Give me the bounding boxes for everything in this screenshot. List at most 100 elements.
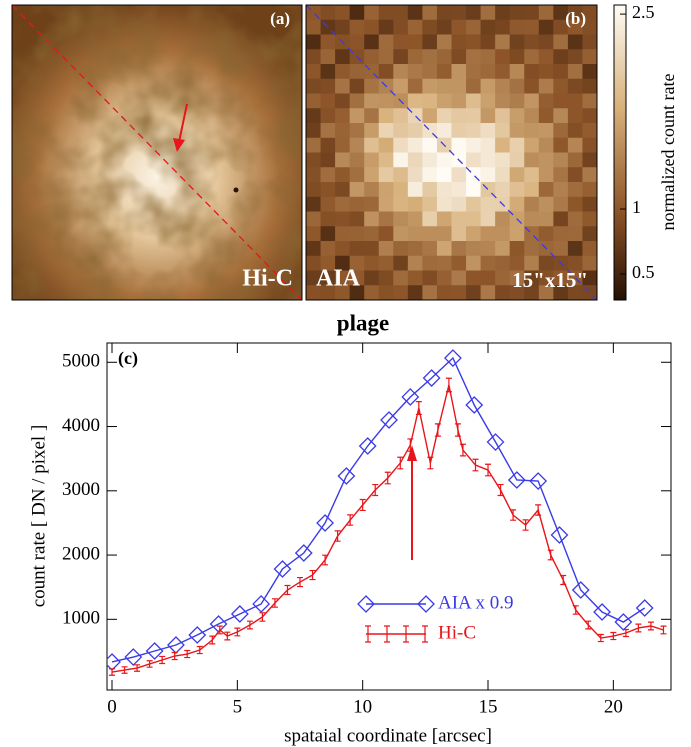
image-pixel — [349, 226, 365, 242]
image-pixel — [538, 78, 554, 95]
panel-label: (a) — [270, 9, 290, 28]
image-pixel — [436, 64, 453, 80]
legend-label: AIA x 0.9 — [438, 592, 513, 613]
image-pixel — [407, 211, 423, 227]
image-pixel — [422, 137, 438, 154]
image-pixel — [538, 64, 554, 80]
image-pixel — [349, 5, 365, 21]
image-pixel — [524, 137, 540, 154]
plot-area — [107, 349, 667, 676]
image-pixel — [553, 64, 569, 80]
data-point — [230, 605, 249, 623]
image-pixel — [393, 5, 409, 21]
chart-title: plage — [337, 310, 389, 335]
error-bar — [234, 627, 241, 637]
image-pixel — [306, 123, 322, 139]
image-pixel — [407, 64, 423, 80]
image-pixel — [480, 270, 496, 286]
data-point — [358, 437, 377, 455]
image-pixel — [466, 226, 482, 242]
image-pixel — [451, 5, 467, 21]
image-pixel — [509, 137, 525, 154]
data-point — [188, 626, 207, 644]
image-pixel — [451, 241, 467, 257]
error-bar — [359, 498, 366, 512]
image-pixel — [306, 226, 322, 242]
data-point — [316, 514, 334, 532]
image-pixel — [466, 285, 482, 300]
error-bar — [510, 509, 517, 521]
error-bar — [497, 483, 504, 497]
image-pixel — [393, 241, 409, 257]
image-pixel — [364, 241, 380, 257]
image-pixel — [349, 152, 365, 168]
image-pixel — [495, 19, 511, 36]
colorbar-tick-label: 2.5 — [632, 2, 655, 22]
image-pixel — [567, 211, 584, 227]
image-pixel — [509, 226, 525, 242]
image-pixel — [509, 270, 525, 286]
panel-label: (c) — [118, 348, 138, 369]
image-pixel — [320, 137, 336, 154]
image-pixel — [306, 34, 322, 50]
image-pixel — [524, 182, 540, 198]
image-pixel — [335, 255, 351, 272]
image-pixel — [335, 64, 351, 80]
image-pixel — [320, 270, 336, 286]
image-pixel — [567, 226, 584, 242]
image-pixel — [349, 182, 365, 198]
image-pixel — [306, 241, 322, 257]
error-bar — [660, 625, 667, 635]
image-pixel — [378, 270, 394, 286]
legend-label: Hi-C — [438, 622, 476, 643]
image-pixel — [364, 211, 380, 227]
image-pixel — [320, 241, 336, 257]
error-bar — [572, 605, 579, 615]
image-pixel — [538, 167, 554, 183]
image-pixel — [480, 137, 496, 154]
image-pixel — [364, 137, 380, 154]
image-pixel — [393, 34, 409, 50]
image-pixel — [349, 34, 365, 50]
error-bar — [459, 443, 466, 457]
image-pixel — [495, 285, 511, 300]
image-pixel — [582, 78, 597, 95]
image-pixel — [509, 64, 525, 80]
image-pixel — [364, 255, 380, 272]
image-pixel — [378, 196, 394, 213]
image-pixel — [480, 93, 496, 109]
scale-annotation: 15"x15" — [512, 268, 588, 292]
image-pixel — [495, 255, 511, 272]
image-pixel — [349, 93, 365, 109]
image-pixel — [436, 123, 453, 139]
error-bar — [121, 666, 128, 674]
arrow-head — [407, 445, 417, 461]
image-pixel — [407, 241, 423, 257]
x-tick-label: 20 — [604, 696, 623, 717]
x-tick-label: 10 — [353, 696, 372, 717]
image-pixel — [407, 285, 423, 300]
image-pixel — [393, 49, 409, 65]
image-pixel — [553, 19, 569, 36]
image-pixel — [306, 137, 322, 154]
image-pixel — [436, 226, 453, 242]
image-pixel — [495, 64, 511, 80]
image-pixel — [495, 167, 511, 183]
image-pixel — [393, 19, 409, 36]
image-pixel — [349, 196, 365, 213]
image-pixel — [422, 19, 438, 36]
image-pixel — [436, 152, 453, 168]
image-pixel — [378, 182, 394, 198]
image-pixel — [524, 211, 540, 227]
panel-title: Hi-C — [242, 266, 293, 292]
data-point — [294, 544, 313, 562]
image-pixel — [364, 78, 380, 95]
error-bar — [585, 620, 592, 630]
cut-line — [12, 5, 302, 300]
image-pixel — [451, 93, 467, 109]
image-pixel — [320, 49, 336, 65]
image-pixel — [480, 255, 496, 272]
image-pixel — [349, 19, 365, 36]
image-pixel — [422, 167, 438, 183]
data-point — [486, 433, 505, 451]
